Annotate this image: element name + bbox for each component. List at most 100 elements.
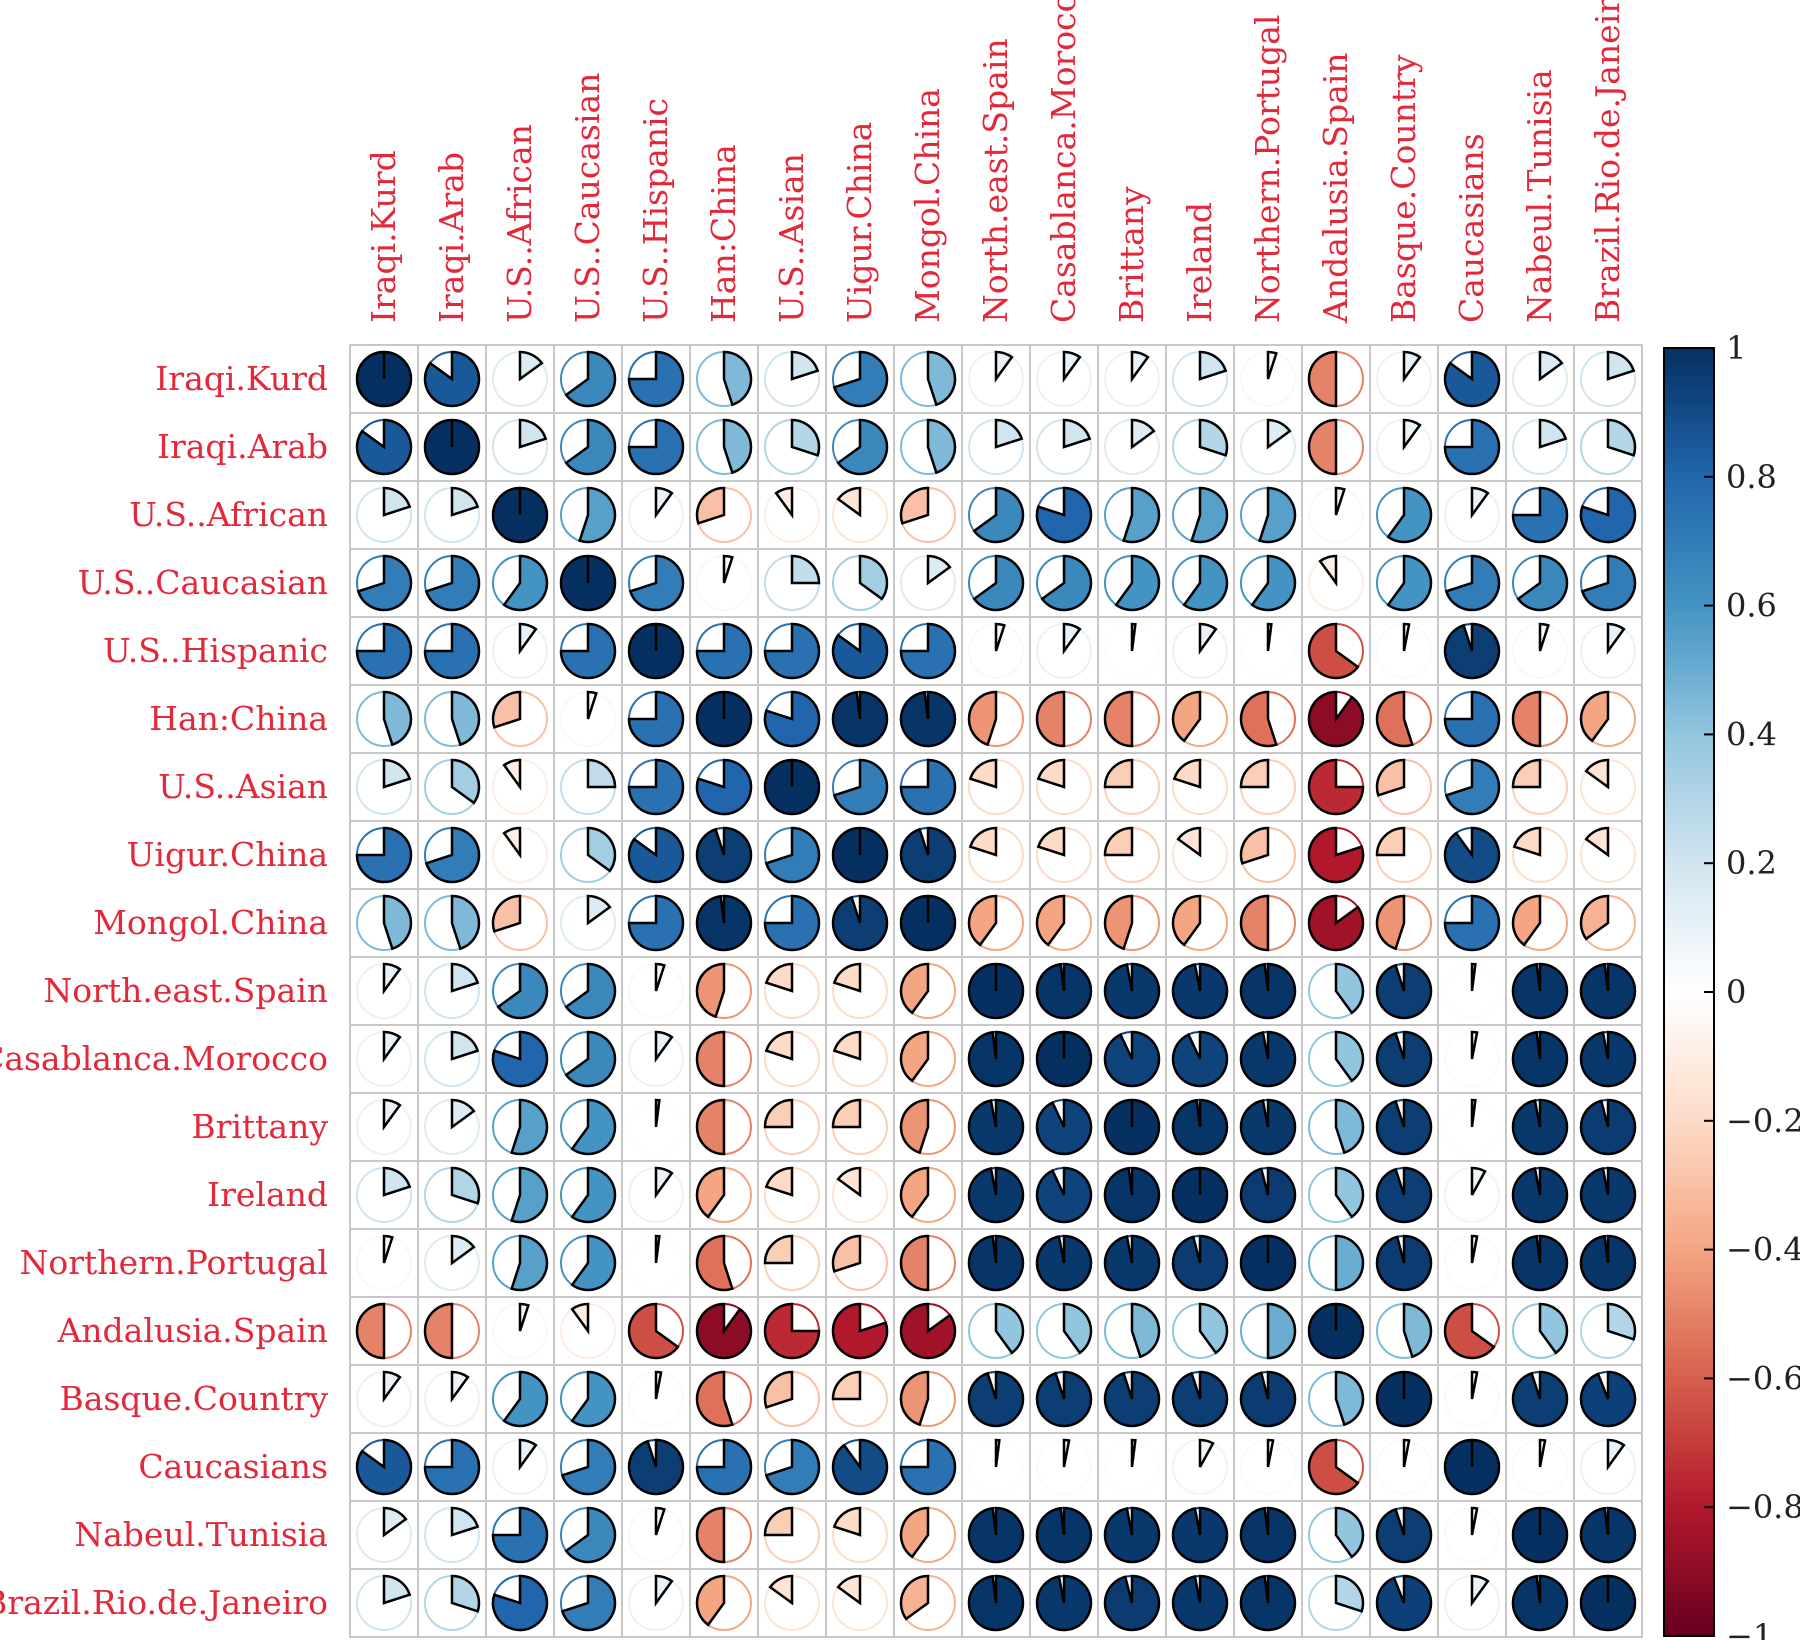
pie-mark xyxy=(356,554,413,612)
pie-mark xyxy=(764,962,820,1019)
pie-mark xyxy=(1579,690,1636,747)
pie-mark xyxy=(1375,1370,1433,1428)
pie-mark xyxy=(1580,758,1636,815)
row-label: U.S..African xyxy=(129,495,328,534)
pie-mark xyxy=(1580,1302,1637,1359)
pie-mark xyxy=(628,1030,684,1087)
pie-mark xyxy=(900,418,957,475)
pie-mark xyxy=(355,622,413,680)
pie-mark xyxy=(1580,350,1636,407)
pie-mark xyxy=(695,894,753,952)
pie-mark xyxy=(424,1098,480,1155)
pie-mark xyxy=(1444,1370,1500,1427)
pie-mark xyxy=(628,486,684,543)
pie-mark xyxy=(492,826,548,883)
pie-mark xyxy=(423,418,481,476)
pie-mark xyxy=(628,1506,684,1563)
pie-mark xyxy=(356,1506,412,1563)
pie-mark xyxy=(1376,1302,1433,1359)
pie-mark xyxy=(764,1574,820,1631)
legend-tick-label: −0.4 xyxy=(1726,1231,1800,1269)
pie-mark xyxy=(764,1030,820,1087)
pie-mark xyxy=(1579,1234,1637,1292)
pie-mark xyxy=(560,418,617,476)
row-label: Basque.Country xyxy=(59,1379,328,1418)
pie-mark xyxy=(832,350,889,408)
pie-mark xyxy=(1239,1574,1297,1632)
column-label: U.S..Caucasian xyxy=(568,73,607,323)
pie-mark xyxy=(423,350,481,408)
pie-mark xyxy=(1308,1370,1365,1427)
pie-mark xyxy=(424,894,481,951)
pie-mark xyxy=(423,1302,480,1360)
pie-mark xyxy=(1104,418,1160,475)
column-label: Andalusia.Spain xyxy=(1316,52,1355,324)
pie-mark xyxy=(1104,350,1160,407)
pie-mark xyxy=(1103,1098,1161,1156)
pie-mark xyxy=(1172,1302,1229,1359)
pie-mark xyxy=(1443,622,1501,680)
pie-mark xyxy=(1036,1302,1093,1359)
pie-mark xyxy=(899,486,956,543)
pie-mark xyxy=(831,1370,888,1427)
pie-mark xyxy=(1171,962,1229,1020)
pie-mark xyxy=(1444,1234,1500,1291)
pie-mark xyxy=(831,690,889,748)
row-label: Andalusia.Spain xyxy=(56,1311,328,1350)
pie-mark xyxy=(1512,622,1568,679)
color-legend: 1 0.8 0.6 0.4 0.2 0 −0.2 −0.4 −0.6 −0.8 −1 xyxy=(1663,329,1800,1640)
pie-mark xyxy=(1035,1166,1093,1224)
row-label: Han:China xyxy=(149,699,328,738)
pie-mark xyxy=(831,1098,888,1155)
pie-mark xyxy=(763,1370,820,1427)
pie-mark xyxy=(1239,758,1296,815)
pie-mark xyxy=(424,1506,480,1563)
pie-mark xyxy=(627,622,685,680)
pie-mark xyxy=(1035,962,1093,1020)
pie-mark xyxy=(1036,826,1092,883)
pie-mark xyxy=(356,1030,412,1087)
pie-mark xyxy=(695,826,753,884)
pie-mark xyxy=(1172,758,1228,815)
pie-mark xyxy=(491,1506,549,1564)
pie-mark xyxy=(1035,1370,1093,1428)
pie-mark xyxy=(1376,418,1432,475)
pie-mark xyxy=(1172,418,1229,475)
pie-mark xyxy=(355,1302,412,1360)
pie-mark xyxy=(492,1234,549,1292)
pie-mark xyxy=(831,894,889,952)
pie-mark xyxy=(1103,758,1160,815)
pie-mark xyxy=(1580,418,1637,475)
pie-mark xyxy=(560,1506,617,1564)
pie-mark xyxy=(1036,622,1092,679)
pie-mark xyxy=(695,690,753,748)
pie-mark xyxy=(1443,1302,1500,1360)
pie-mark xyxy=(1307,690,1365,748)
pie-mark xyxy=(1375,894,1432,951)
legend-tick-label: 0.8 xyxy=(1726,458,1777,496)
pie-mark xyxy=(1579,1370,1637,1428)
pie-mark xyxy=(491,894,548,951)
pie-mark xyxy=(1307,350,1364,408)
matrix-grid xyxy=(349,344,1643,1638)
pie-mark xyxy=(1239,962,1297,1020)
pie-mark xyxy=(899,1370,956,1427)
pie-mark xyxy=(1444,1506,1500,1563)
pie-mark xyxy=(1239,1506,1297,1564)
pie-mark xyxy=(1035,690,1092,748)
row-label: U.S..Asian xyxy=(158,767,328,806)
pie-mark xyxy=(899,826,957,884)
pie-mark xyxy=(1171,1370,1229,1428)
pie-mark xyxy=(1511,1098,1569,1156)
pie-mark xyxy=(627,1302,684,1360)
pie-mark xyxy=(1443,1438,1501,1496)
pie-mark xyxy=(1104,486,1161,544)
pie-mark xyxy=(1239,1030,1297,1088)
pie-mark xyxy=(1103,894,1160,951)
pie-mark xyxy=(1172,554,1229,612)
pie-mark xyxy=(356,962,412,1019)
pie-mark xyxy=(695,486,752,543)
legend-tick-label: 1 xyxy=(1726,329,1746,367)
pie-mark xyxy=(1172,1438,1228,1495)
row-label: U.S..Caucasian xyxy=(78,563,328,602)
